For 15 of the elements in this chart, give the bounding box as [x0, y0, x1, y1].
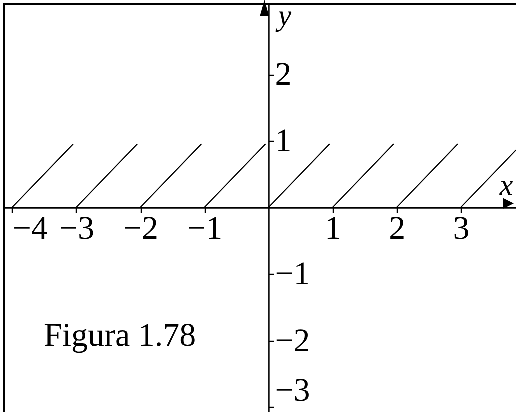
x-tick-label: −1	[188, 211, 223, 248]
x-tick-label: 3	[453, 211, 470, 248]
y-tick-label: −2	[275, 323, 310, 360]
y-tick-label: 1	[275, 124, 292, 160]
x-tick-label: 2	[389, 211, 406, 248]
x-axis-title: x	[498, 169, 514, 202]
x-tick-label: −3	[59, 211, 94, 248]
y-axis-title: y	[275, 0, 292, 32]
x-tick-label: −2	[123, 211, 159, 248]
x-tick-label: 1	[325, 211, 342, 248]
y-tick-label: −3	[275, 372, 310, 409]
annotation: Figura 1.78	[44, 318, 196, 354]
y-tick-label: 2	[275, 57, 292, 94]
y-tick-label: −1	[275, 256, 310, 293]
x-tick-label: −4	[12, 211, 48, 248]
